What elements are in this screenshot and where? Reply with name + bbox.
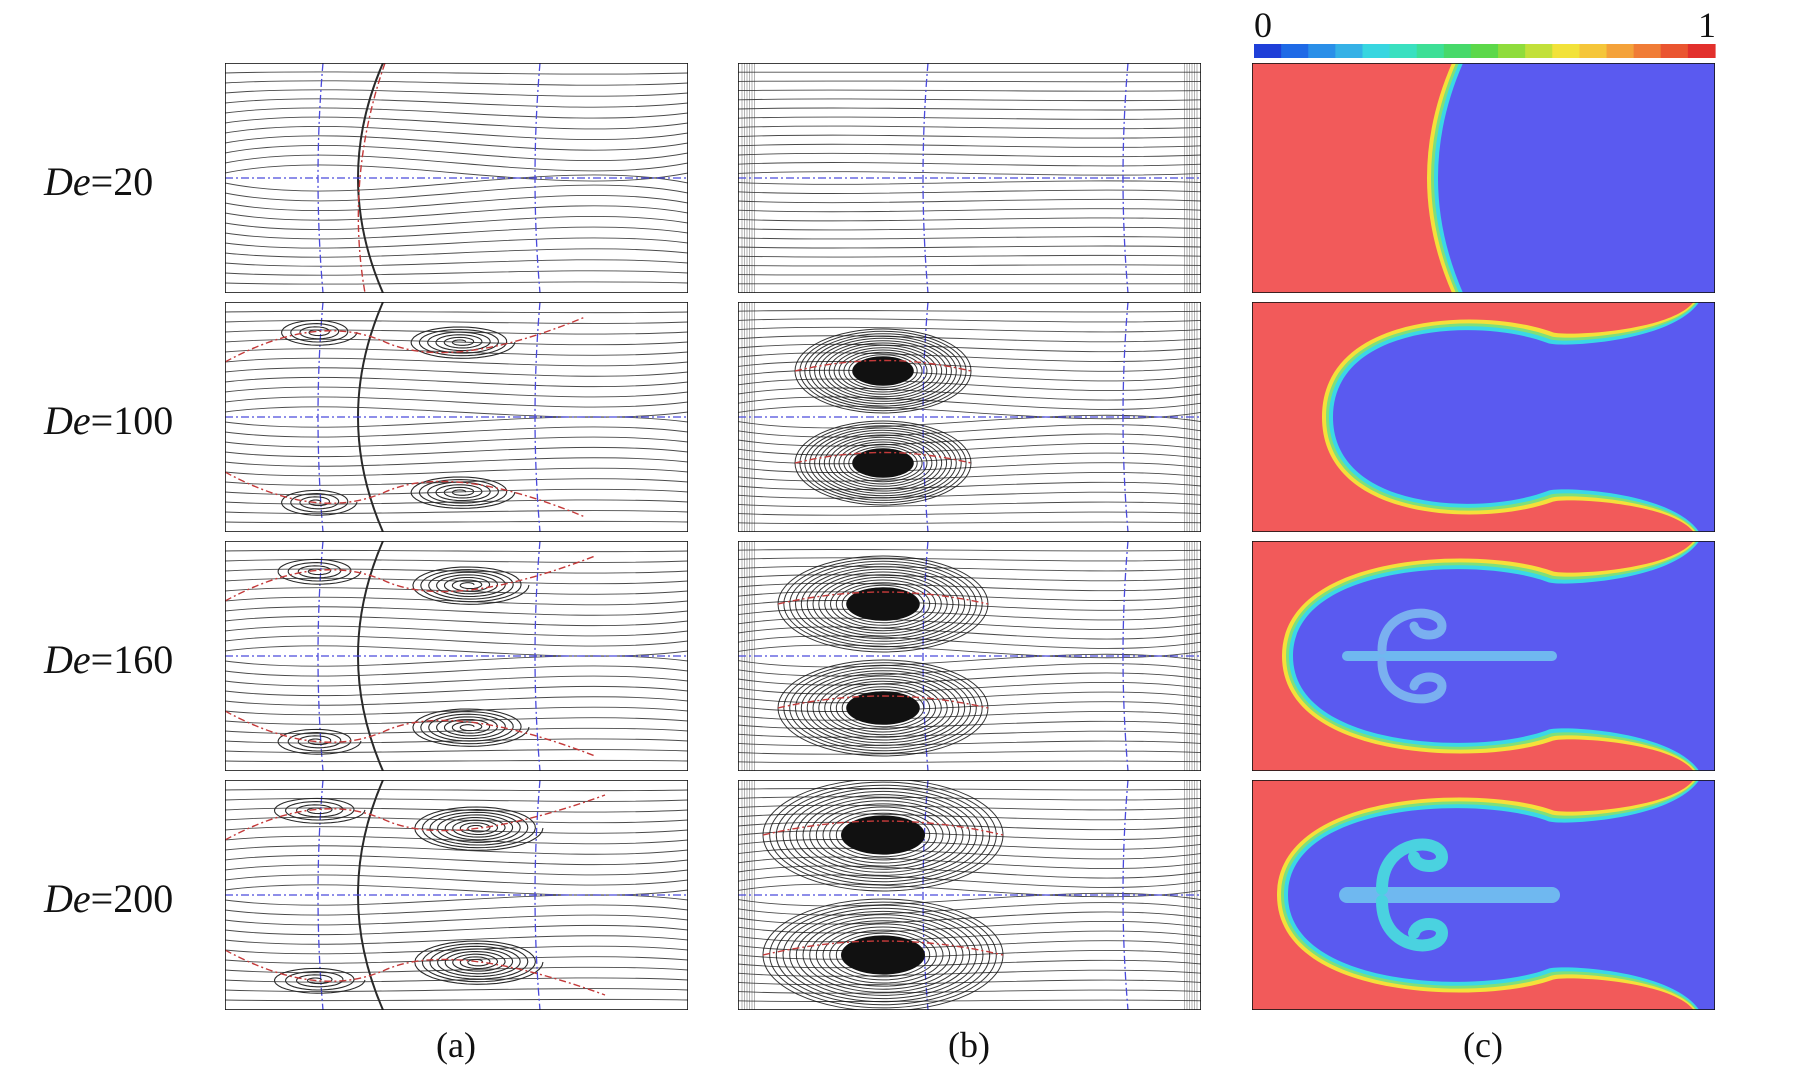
row-label-value: =20 <box>91 159 154 204</box>
row-label-de-100: De=100 <box>44 397 224 444</box>
column-label-a: (a) <box>396 1024 516 1066</box>
row-label-value: =200 <box>91 876 174 921</box>
colorbar-segment <box>1335 44 1363 58</box>
column-label-b: (b) <box>909 1024 1029 1066</box>
column-label-c: (c) <box>1423 1024 1543 1066</box>
panel-a-row-1 <box>225 63 688 293</box>
colorbar-segment <box>1362 44 1390 58</box>
colorbar-segment <box>1607 44 1635 58</box>
colorbar-segment <box>1471 44 1499 58</box>
panel-grid <box>225 63 1720 1012</box>
row-label-symbol: De <box>44 637 91 682</box>
colorbar-segment <box>1281 44 1309 58</box>
colorbar-segment <box>1390 44 1418 58</box>
colorbar-max-label: 1 <box>1698 4 1716 46</box>
panel-c-row-1 <box>1252 63 1720 293</box>
colorbar-segment <box>1552 44 1580 58</box>
colorbar-segment <box>1308 44 1336 58</box>
panel-b-row-2 <box>738 302 1201 532</box>
colorbar-segment <box>1688 44 1716 58</box>
colorbar-segment <box>1579 44 1607 58</box>
panel-a-row-4 <box>225 780 688 1010</box>
droplet-phase <box>1438 63 1720 293</box>
colorbar-segment <box>1444 44 1472 58</box>
row-label-symbol: De <box>44 159 91 204</box>
colorbar-min-label: 0 <box>1254 4 1272 46</box>
panel-c-row-4 <box>1252 778 1720 1012</box>
panel-a-row-2 <box>225 302 688 532</box>
panel-c-row-2 <box>1252 300 1720 534</box>
panel-b-row-4 <box>738 779 1201 1011</box>
colorbar-segment <box>1498 44 1526 58</box>
panel-b-row-1 <box>738 63 1201 293</box>
colorbar-segment <box>1661 44 1689 58</box>
row-label-de-20: De=20 <box>44 158 224 205</box>
row-label-value: =160 <box>91 637 174 682</box>
colorbar-segment <box>1634 44 1662 58</box>
row-label-de-160: De=160 <box>44 636 224 683</box>
colorbar-segment <box>1417 44 1445 58</box>
row-label-symbol: De <box>44 398 91 443</box>
row-label-value: =100 <box>91 398 174 443</box>
colorbar-segment <box>1254 44 1282 58</box>
panel-a-row-3 <box>225 541 688 771</box>
row-label-symbol: De <box>44 876 91 921</box>
panel-b-row-3 <box>738 541 1201 771</box>
panel-c-row-3 <box>1252 539 1720 773</box>
colorbar <box>1254 44 1716 58</box>
row-label-de-200: De=200 <box>44 875 224 922</box>
colorbar-segment <box>1525 44 1553 58</box>
